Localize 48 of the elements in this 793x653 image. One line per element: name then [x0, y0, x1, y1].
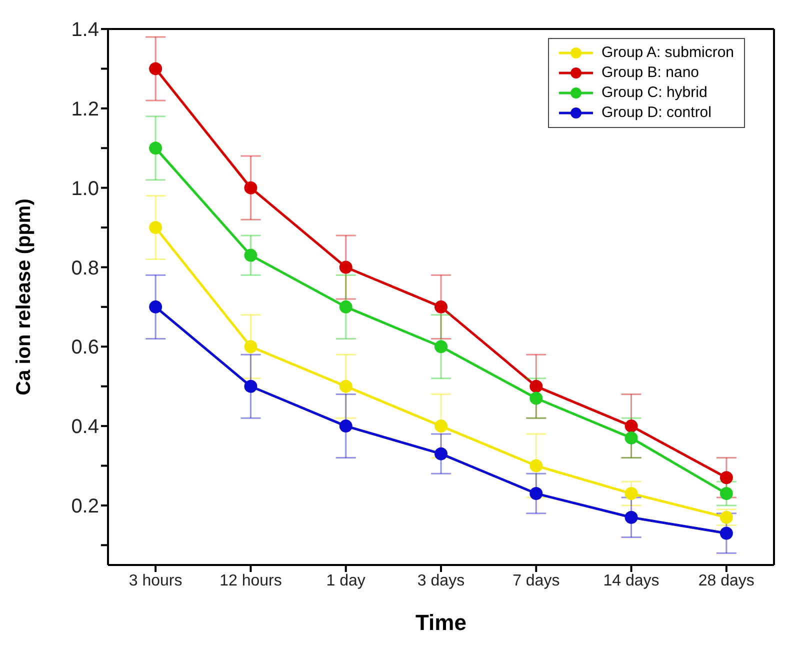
point [530, 380, 543, 393]
point [720, 487, 733, 500]
point [244, 181, 258, 194]
x-tick-label: 7 days [512, 572, 560, 590]
x-tick-label: 1 day [326, 572, 366, 590]
point [434, 447, 448, 460]
point [244, 248, 258, 262]
point [530, 459, 543, 472]
y-tick-label: 0.8 [71, 257, 99, 280]
point [434, 300, 448, 314]
point [530, 487, 543, 500]
point [149, 62, 162, 76]
x-tick-label: 3 hours [128, 572, 182, 590]
point [149, 142, 162, 155]
point [339, 420, 352, 433]
point [720, 526, 733, 540]
y-tick-label: 0.6 [71, 336, 99, 359]
y-tick-label: 1.2 [71, 98, 99, 121]
x-tick-label: 14 days [603, 572, 660, 590]
point [624, 487, 638, 500]
point [339, 300, 352, 314]
point [624, 510, 638, 524]
point [244, 380, 258, 393]
x-tick-label: 12 hours [220, 572, 282, 590]
y-axis-title: Ca ion release (ppm) [13, 198, 36, 396]
legend-label: Group C: hybrid [601, 83, 708, 103]
x-axis-title: Time [416, 610, 466, 635]
legend-label: Group A: submicron [601, 43, 734, 63]
y-tick-label: 0.4 [71, 416, 99, 438]
point [339, 260, 352, 274]
y-tick-label: 1.4 [71, 19, 99, 42]
point [720, 471, 733, 484]
legend-label: Group D: control [601, 103, 712, 123]
point [244, 340, 258, 354]
x-tick-label: 28 days [698, 572, 754, 590]
point [434, 340, 448, 354]
point [624, 431, 638, 444]
point [434, 420, 448, 433]
point [149, 300, 162, 314]
y-tick-label: 0.2 [71, 496, 99, 518]
point [720, 510, 733, 524]
point [339, 380, 352, 393]
legend-label: Group B: nano [601, 63, 700, 83]
point [149, 221, 162, 234]
y-tick-label: 1.0 [71, 178, 99, 200]
point [530, 392, 543, 405]
x-tick-label: 3 days [417, 572, 465, 590]
point [624, 420, 638, 433]
